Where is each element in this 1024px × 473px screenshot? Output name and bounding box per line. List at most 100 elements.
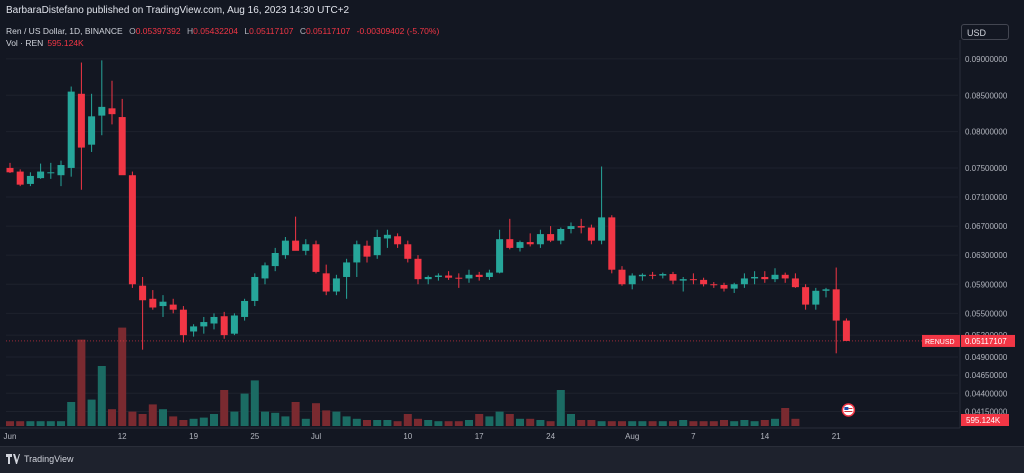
volume-bar	[77, 339, 86, 426]
candle-body	[618, 269, 626, 285]
volume-bar	[189, 418, 198, 426]
volume-bars	[6, 327, 800, 426]
candle	[281, 237, 289, 259]
candle	[200, 316, 208, 334]
candle	[536, 229, 544, 248]
price-tick-label: 0.07100000	[965, 193, 1008, 202]
symbol-tag-label: RENUSD	[925, 339, 955, 346]
candle-body	[26, 175, 34, 184]
candle-body	[649, 274, 657, 276]
tradingview-brand[interactable]: TradingView	[6, 454, 74, 464]
price-tick-label: 0.08500000	[965, 91, 1008, 100]
candles	[6, 60, 850, 354]
candle-body	[822, 289, 830, 291]
volume-bar	[638, 421, 647, 426]
last-volume-label: 595.124K	[966, 416, 1001, 425]
candle-body	[414, 258, 422, 280]
volume-bar	[597, 421, 606, 426]
price-tick-label: 0.06700000	[965, 222, 1008, 231]
price-axis[interactable]: 0.09000000 0.08500000 0.08000000 0.07500000…	[965, 55, 1008, 417]
candle	[516, 240, 524, 252]
candle-body	[791, 278, 799, 288]
candle	[669, 271, 677, 285]
price-tick-label: 0.08000000	[965, 128, 1008, 137]
last-price-tag	[961, 334, 1015, 347]
candle-body	[373, 237, 381, 256]
volume-bar	[250, 380, 259, 426]
volume-bar	[454, 421, 463, 426]
last-volume-tag	[961, 414, 1009, 426]
volume-bar	[199, 417, 208, 426]
volume-bar	[118, 327, 127, 426]
footer-bar: TradingView	[0, 446, 1024, 473]
candle-body	[322, 273, 330, 292]
candle	[567, 222, 575, 234]
volume-bar	[505, 414, 514, 426]
volume-bar	[567, 414, 575, 426]
price-markers: RENUSD 0.05117107 595.124K	[6, 334, 1015, 426]
price-tick-label: 0.07500000	[965, 164, 1008, 173]
volume-bar	[607, 421, 616, 426]
candle-body	[771, 274, 779, 280]
candle-body	[37, 171, 45, 179]
candle	[679, 276, 687, 292]
high-label: H	[186, 26, 194, 36]
candle-body	[475, 274, 483, 277]
price-chart[interactable]: 0.09000000 0.08500000 0.08000000 0.07500000…	[0, 0, 1024, 446]
candle-body	[781, 274, 789, 279]
candle	[812, 287, 820, 310]
candle	[832, 267, 840, 354]
price-tick-label: 0.09000000	[965, 55, 1008, 64]
candle	[700, 277, 708, 287]
symbol-legend[interactable]: Ren / US Dollar, 1D, BINANCE O0.05397392…	[6, 26, 439, 36]
candle-body	[128, 175, 136, 285]
volume-bar	[648, 421, 657, 426]
flag-canton	[844, 407, 849, 410]
volume-bar	[46, 421, 55, 426]
candle-body	[679, 279, 687, 281]
candle-body	[271, 252, 279, 267]
candle-body	[332, 278, 340, 292]
time-axis[interactable]: Jun 12 19 25 Jul 10 17 24 Aug 7 14 21	[4, 432, 842, 441]
volume-bar	[750, 421, 759, 426]
time-tick-label: 19	[189, 432, 198, 441]
candle	[740, 273, 748, 288]
volume-bar	[159, 409, 167, 426]
candle-body	[516, 242, 524, 248]
candle-body	[536, 234, 544, 245]
open-value: 0.05397392	[135, 26, 181, 36]
candle-body	[292, 240, 300, 251]
volume-bar	[720, 420, 728, 426]
candle	[149, 290, 157, 310]
candle	[761, 271, 769, 283]
volume-bar	[444, 421, 453, 426]
close-value: 0.05117107	[305, 26, 351, 36]
candle-body	[689, 279, 697, 281]
volume-bar	[16, 421, 25, 426]
candle	[802, 284, 810, 310]
candle-body	[404, 244, 412, 259]
volume-bar	[628, 421, 637, 426]
candle	[373, 229, 381, 259]
candle-body	[190, 326, 198, 332]
time-tick-label: Jun	[4, 432, 17, 441]
symbol-title[interactable]: Ren / US Dollar, 1D, BINANCE	[6, 26, 123, 36]
volume-bar	[658, 421, 667, 426]
candle-body	[720, 284, 728, 289]
candle-body	[567, 226, 575, 230]
low-label: L	[244, 26, 250, 36]
volume-bar	[556, 390, 565, 426]
volume-bar	[240, 393, 249, 426]
volume-bar	[363, 420, 371, 426]
candle-body	[557, 229, 565, 241]
volume-legend[interactable]: Vol · REN 595.124K	[6, 38, 84, 48]
candle-body	[526, 242, 534, 245]
candle-body	[200, 322, 208, 327]
candle	[261, 262, 269, 285]
candle	[689, 273, 697, 285]
volume-bar	[128, 411, 137, 426]
candle-body	[251, 276, 259, 301]
currency-button[interactable]: USD	[961, 24, 1009, 40]
price-tick-label: 0.05500000	[965, 309, 1008, 318]
candle-body	[465, 274, 473, 279]
